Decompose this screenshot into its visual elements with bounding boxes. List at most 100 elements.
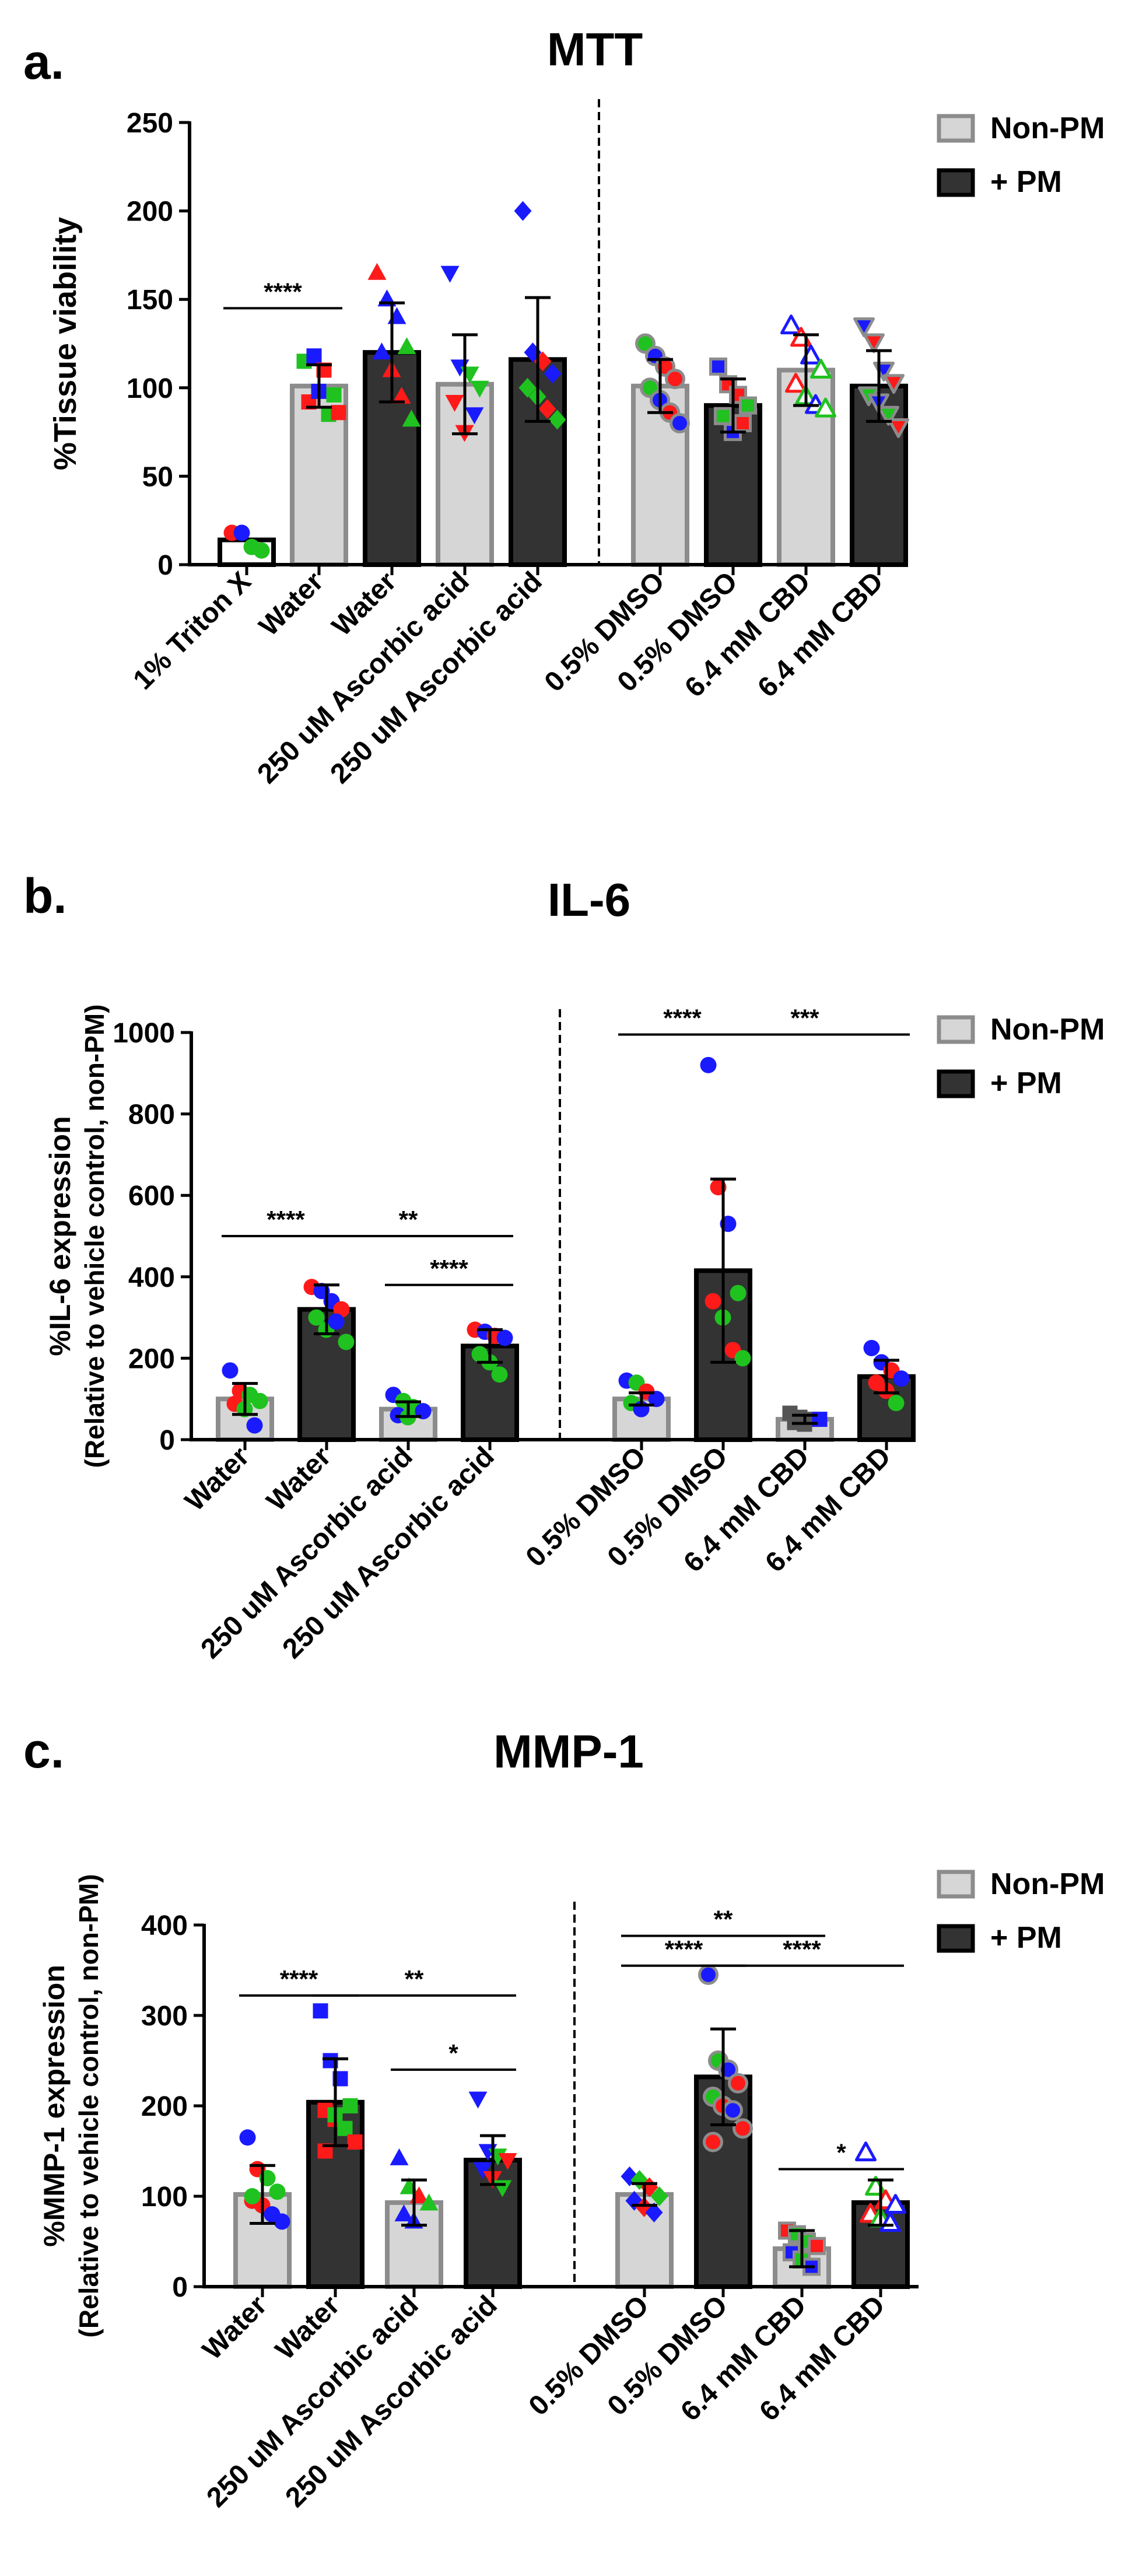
- x-tick-label: 6.4 mM CBD: [679, 566, 816, 704]
- data-point: [888, 418, 909, 439]
- data-point: [440, 265, 460, 283]
- data-point: [514, 201, 532, 221]
- data-point: [648, 1391, 665, 1408]
- data-point: [538, 399, 556, 419]
- legend-swatch-pm: [937, 1069, 975, 1098]
- data-point: [730, 1284, 747, 1301]
- x-tick-label: 1% Triton X: [127, 566, 257, 695]
- data-point: [893, 1370, 910, 1387]
- x-tick-label: Water: [197, 2290, 273, 2366]
- data-point: [253, 542, 270, 559]
- data-point: [780, 314, 802, 335]
- data-point: [387, 307, 406, 324]
- data-point: [815, 397, 836, 418]
- data-point: [808, 2236, 826, 2255]
- data-point: [269, 2183, 286, 2200]
- y-axis-sublabel: (Relative to vehicle control, non-PM): [73, 1874, 104, 2338]
- data-point: [222, 1362, 239, 1379]
- legend-swatch-non-pm: [937, 114, 975, 143]
- y-axis-label: %Tissue viability: [48, 217, 83, 470]
- data-point: [470, 380, 489, 398]
- significance-label: ***: [790, 1004, 819, 1031]
- data-point: [251, 1392, 268, 1409]
- panel-label: c.: [23, 1723, 64, 1778]
- y-tick-label: 250: [127, 108, 173, 139]
- legend-label-non-pm: Non-PM: [990, 111, 1105, 145]
- legend-swatch-non-pm: [937, 1870, 975, 1899]
- data-point: [372, 342, 391, 360]
- legend-swatch-pm: [937, 1924, 975, 1953]
- data-point: [885, 2194, 906, 2214]
- data-point: [734, 414, 752, 432]
- data-point: [308, 1309, 325, 1326]
- data-point: [274, 2213, 290, 2230]
- data-point: [390, 2148, 409, 2165]
- data-point: [496, 1329, 513, 1346]
- y-tick-label: 0: [157, 550, 173, 581]
- y-tick-label: 200: [128, 1343, 175, 1374]
- data-point: [473, 2162, 492, 2179]
- significance-label: **: [405, 1965, 424, 1993]
- chart-title: MMP-1: [493, 1726, 644, 1777]
- data-point: [306, 348, 322, 364]
- data-point: [465, 407, 484, 425]
- legend-label-pm: + PM: [990, 165, 1062, 199]
- y-tick-label: 0: [172, 2272, 188, 2303]
- data-point: [739, 396, 757, 415]
- bar: [464, 2158, 522, 2289]
- data-point: [326, 387, 342, 402]
- y-tick-label: 50: [142, 461, 173, 492]
- data-point: [394, 2204, 413, 2221]
- data-point: [705, 1293, 721, 1310]
- y-tick-label: 400: [141, 1910, 188, 1941]
- significance-label: ****: [430, 1255, 468, 1282]
- data-point: [328, 1313, 345, 1330]
- significance-label: ****: [783, 1936, 821, 1963]
- y-axis-label: %IL-6 expression: [44, 1116, 76, 1356]
- data-point: [402, 410, 421, 427]
- data-point: [367, 262, 387, 280]
- x-tick-label: Water: [261, 1441, 337, 1517]
- x-tick-label: 6.4 mM CBD: [752, 566, 889, 704]
- data-point: [734, 1350, 751, 1367]
- data-point: [244, 2188, 261, 2204]
- data-point: [883, 374, 905, 394]
- data-point: [239, 2129, 256, 2146]
- y-tick-label: 800: [128, 1100, 175, 1130]
- significance-label: **: [399, 1206, 418, 1233]
- bar: [436, 382, 494, 568]
- y-axis-label: %MMP-1 expression: [38, 1965, 71, 2246]
- y-tick-label: 1000: [113, 1018, 175, 1049]
- data-point: [728, 2073, 748, 2094]
- data-point: [342, 2098, 358, 2113]
- data-point: [855, 2141, 877, 2162]
- data-point: [863, 333, 885, 354]
- data-point: [703, 2132, 723, 2152]
- data-point: [548, 410, 566, 430]
- data-point: [498, 2153, 517, 2170]
- y-tick-label: 300: [141, 2001, 188, 2032]
- significance-label: *: [836, 2139, 846, 2166]
- data-point: [878, 405, 899, 426]
- data-point: [419, 2193, 439, 2211]
- data-point: [700, 1056, 717, 1073]
- significance-label: ****: [663, 1004, 702, 1031]
- significance-label: *: [448, 2039, 458, 2067]
- data-point: [888, 1395, 905, 1412]
- data-point: [468, 2091, 488, 2109]
- data-point: [733, 2118, 753, 2139]
- x-tick-label: Water: [253, 566, 330, 642]
- data-point: [392, 386, 411, 404]
- data-point: [246, 1417, 263, 1434]
- data-point: [397, 337, 416, 355]
- data-point: [338, 1334, 355, 1350]
- data-point: [709, 357, 727, 376]
- legend-swatch-pm: [937, 168, 975, 197]
- y-tick-label: 600: [128, 1181, 175, 1212]
- data-point: [785, 373, 807, 393]
- significance-label: ****: [280, 1965, 318, 1993]
- data-point: [333, 1301, 350, 1318]
- data-point: [800, 344, 822, 365]
- legend-label-pm: + PM: [990, 1921, 1062, 1955]
